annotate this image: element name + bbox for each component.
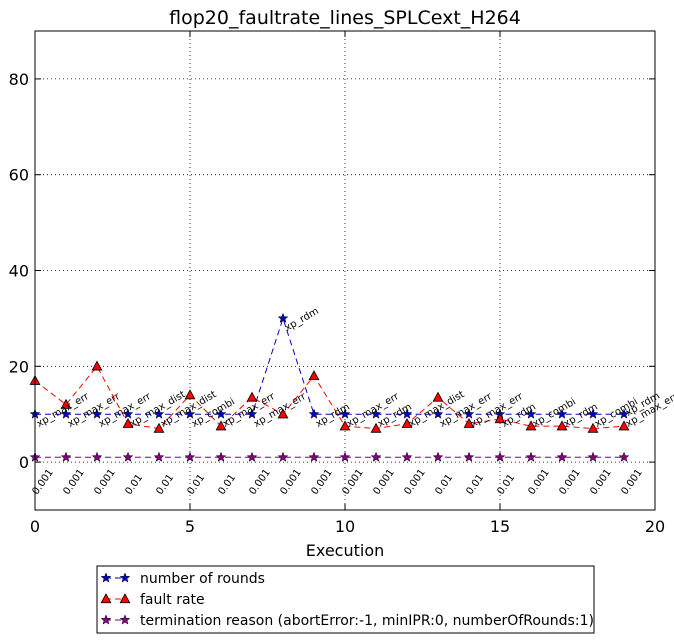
data-point [153,408,165,419]
data-point [525,408,537,419]
data-point [494,413,506,424]
data-point [370,408,382,419]
x-axis-title: Execution [306,541,385,560]
data-point [308,408,320,419]
data-point [587,408,599,419]
data-point [184,389,196,400]
legend-item-1: fault rate [100,592,205,608]
data-point [556,451,568,462]
y-tick-label: 20 [9,357,29,376]
x-tick-label: 0 [30,517,40,536]
series-1 [29,360,630,433]
ticks: 0 5 10 15 20 0 20 40 60 80 [9,31,665,536]
x-tick-label: 20 [645,517,665,536]
data-point [463,408,475,419]
data-point [587,422,599,433]
data-point [432,391,444,402]
data-point [525,420,537,431]
legend-marker [100,572,112,583]
legend-label: termination reason (abortError:-1, minIP… [140,613,594,629]
data-point [184,451,196,462]
data-point [618,420,630,431]
data-point [556,420,568,431]
series-layer [29,312,630,462]
data-point [91,408,103,419]
data-point [463,451,475,462]
data-point [277,312,289,324]
chart-title: flop20_faultrate_lines_SPLCext_H264 [169,7,521,29]
series-2 [29,451,630,462]
data-point [215,408,227,419]
data-point [618,451,630,462]
legend-label: number of rounds [140,571,265,587]
legend: number of rounds fault rate termination re… [96,565,595,634]
series-line-0 [35,316,624,415]
data-point [401,417,413,428]
data-point [122,408,134,419]
data-point [432,451,444,462]
series-line-1 [34,365,625,430]
y-tick-label: 80 [9,70,29,89]
data-point [60,398,72,409]
legend-marker [100,593,112,604]
data-point [184,408,196,419]
x-tick-label: 15 [490,517,510,536]
data-point [246,408,258,419]
data-point [339,451,351,462]
x-tick-label: 5 [185,517,195,536]
data-point [556,408,568,419]
y-tick-label: 60 [9,166,29,185]
data-point [587,451,599,462]
data-point [277,451,289,462]
data-point [618,408,630,419]
data-point [246,391,258,402]
data-point [370,422,382,433]
data-point [339,420,351,431]
data-point [153,422,165,433]
data-point [463,417,475,428]
data-point [122,451,134,462]
legend-marker [119,614,131,625]
data-point [91,451,103,462]
legend-marker [119,593,131,604]
y-tick-label: 0 [19,453,29,472]
data-point [215,420,227,431]
data-point [370,451,382,462]
data-point [339,408,351,419]
legend-label: fault rate [140,592,205,608]
data-point [122,417,134,428]
legend-marker [100,614,112,625]
data-point [432,408,444,419]
data-point [91,360,103,371]
x-tick-label: 10 [335,517,355,536]
data-point [60,451,72,462]
data-point [215,451,227,462]
legend-item-0: number of rounds [100,571,265,587]
y-tick-label: 40 [9,262,29,281]
data-point [525,451,537,462]
data-point [60,408,72,419]
data-point [308,370,320,381]
legend-item-2: termination reason (abortError:-1, minIP… [100,613,594,629]
data-point [401,451,413,462]
data-point [494,451,506,462]
data-point [401,408,413,419]
grid [35,31,655,510]
data-point [277,408,289,419]
legend-marker [119,572,131,583]
legend-box [96,565,595,634]
data-point [153,451,165,462]
data-point [308,451,320,462]
data-point [246,451,258,462]
